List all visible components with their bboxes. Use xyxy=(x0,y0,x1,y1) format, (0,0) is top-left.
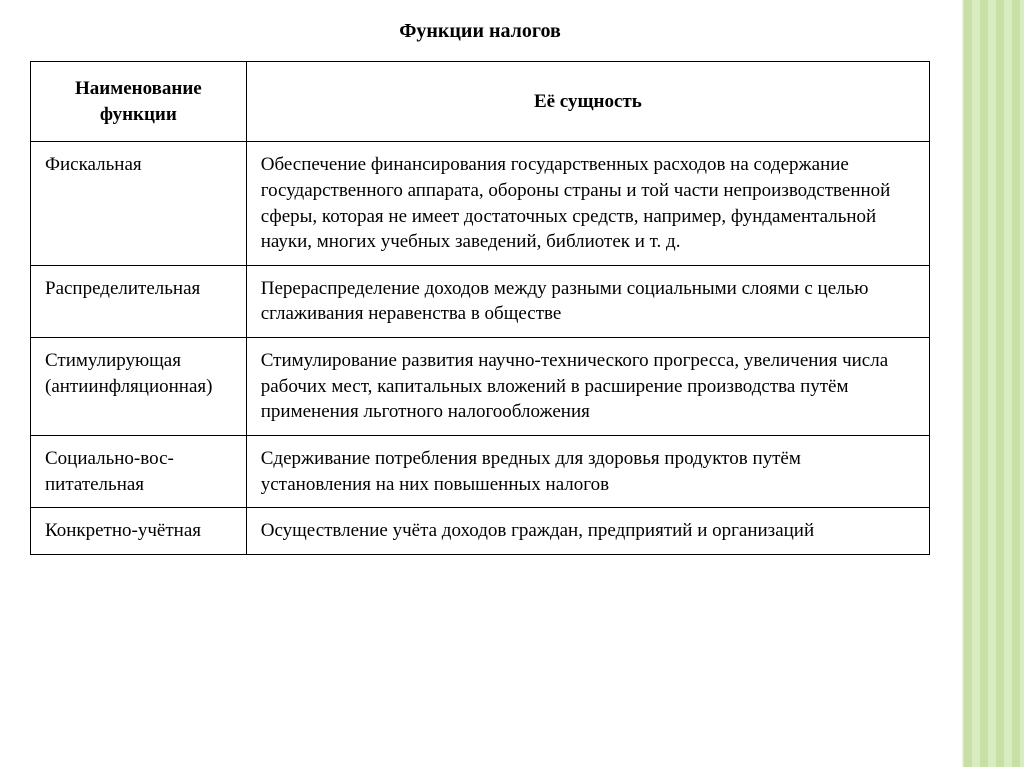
table-header-row: Наименование функции Её сущность xyxy=(31,62,930,142)
row-name: Распределитель­ная xyxy=(31,265,247,337)
table-row: Стимулирую­щая (антиин­фляционная) Стиму… xyxy=(31,338,930,436)
row-name: Социально-вос­питательная xyxy=(31,436,247,508)
page-title: Функции налогов xyxy=(30,20,930,43)
table-row: Конкретно-учёт­ная Осуществление учёта д… xyxy=(31,508,930,555)
row-desc: Обеспечение финансирования государствен­… xyxy=(246,142,929,266)
page-container: Функции налогов Наименование функции Её … xyxy=(0,0,960,767)
header-desc: Её сущность xyxy=(246,62,929,142)
table-row: Социально-вос­питательная Сдерживание по… xyxy=(31,436,930,508)
functions-table: Наименование функции Её сущность Фискаль… xyxy=(30,61,930,555)
header-name: Наименование функции xyxy=(31,62,247,142)
row-desc: Стимулирование развития научно-техничес­… xyxy=(246,338,929,436)
row-desc: Сдерживание потребления вредных для здо­… xyxy=(246,436,929,508)
side-stripes xyxy=(964,0,1024,767)
row-name: Фискальная xyxy=(31,142,247,266)
row-name: Стимулирую­щая (антиин­фляционная) xyxy=(31,338,247,436)
table-row: Распределитель­ная Перераспределение дох… xyxy=(31,265,930,337)
row-desc: Осуществление учёта доходов граждан, пре… xyxy=(246,508,929,555)
row-name: Конкретно-учёт­ная xyxy=(31,508,247,555)
table-row: Фискальная Обеспечение финансирования го… xyxy=(31,142,930,266)
row-desc: Перераспределение доходов между разными … xyxy=(246,265,929,337)
